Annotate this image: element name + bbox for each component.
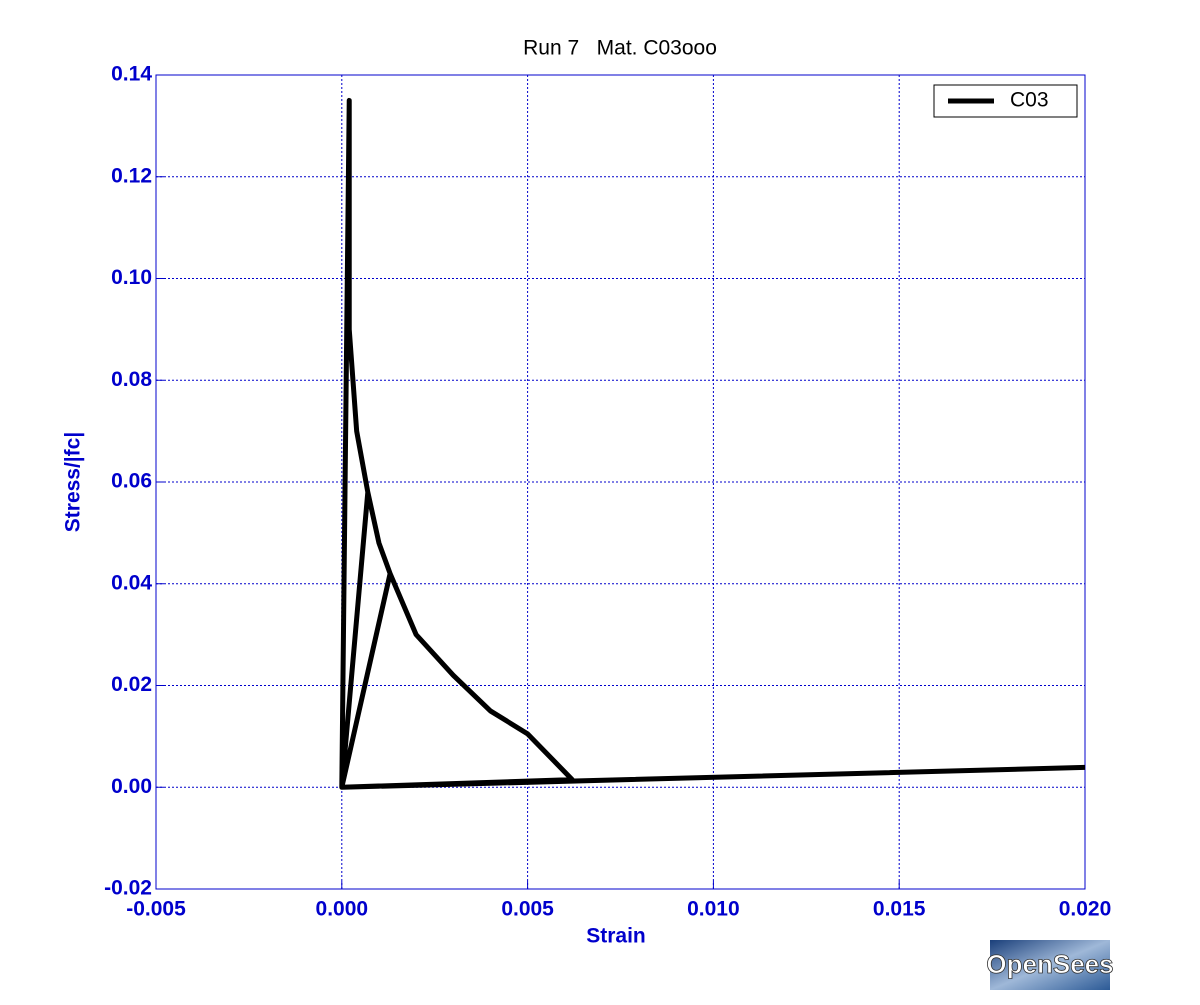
x-tick-label: 0.005	[501, 898, 554, 921]
x-tick-label: 0.020	[1059, 898, 1112, 921]
y-tick-label: 0.02	[111, 673, 152, 696]
logo: OpenSees	[986, 940, 1114, 990]
plot-frame	[155, 74, 1086, 890]
y-tick-label: 0.00	[111, 775, 152, 798]
y-tick-label: 0.06	[111, 470, 152, 493]
x-tick-label: 0.015	[873, 898, 926, 921]
x-tick-label: 0.010	[687, 898, 740, 921]
logo-background	[990, 940, 1110, 990]
legend-label: C03	[1010, 89, 1049, 112]
y-axis-label: Stress/|fc|	[62, 432, 85, 532]
legend: C03	[933, 84, 1078, 118]
chart-title: Run 7 Mat. C03ooo	[523, 37, 717, 60]
x-tick-label: 0.000	[316, 898, 369, 921]
y-tick-label: 0.12	[111, 164, 152, 187]
y-tick-label: 0.14	[111, 63, 152, 86]
logo-text: OpenSees	[986, 949, 1113, 979]
x-tick-label: -0.005	[126, 898, 186, 921]
data-line	[339, 97, 1086, 790]
y-tick-label: 0.10	[111, 266, 152, 289]
y-tick-label: 0.04	[111, 571, 152, 594]
y-tick-label: -0.02	[104, 877, 152, 900]
x-axis-label: Strain	[586, 925, 646, 948]
y-tick-label: 0.08	[111, 368, 152, 391]
